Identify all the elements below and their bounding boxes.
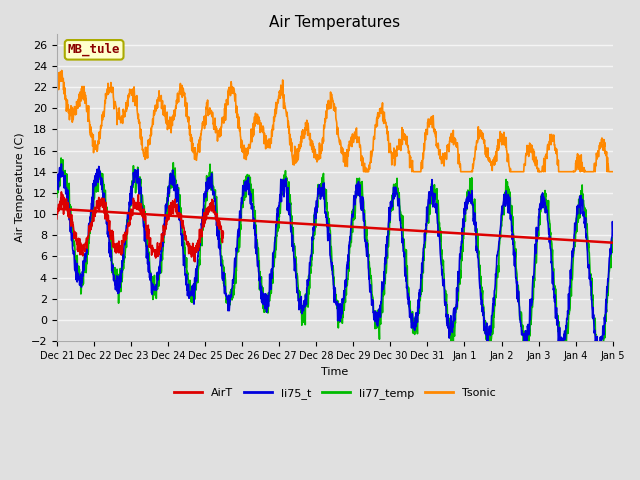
X-axis label: Time: Time <box>321 367 348 376</box>
Legend: AirT, li75_t, li77_temp, Tsonic: AirT, li75_t, li77_temp, Tsonic <box>170 384 500 403</box>
Text: MB_tule: MB_tule <box>68 43 120 57</box>
Y-axis label: Air Temperature (C): Air Temperature (C) <box>15 133 25 242</box>
Title: Air Temperatures: Air Temperatures <box>269 15 401 30</box>
